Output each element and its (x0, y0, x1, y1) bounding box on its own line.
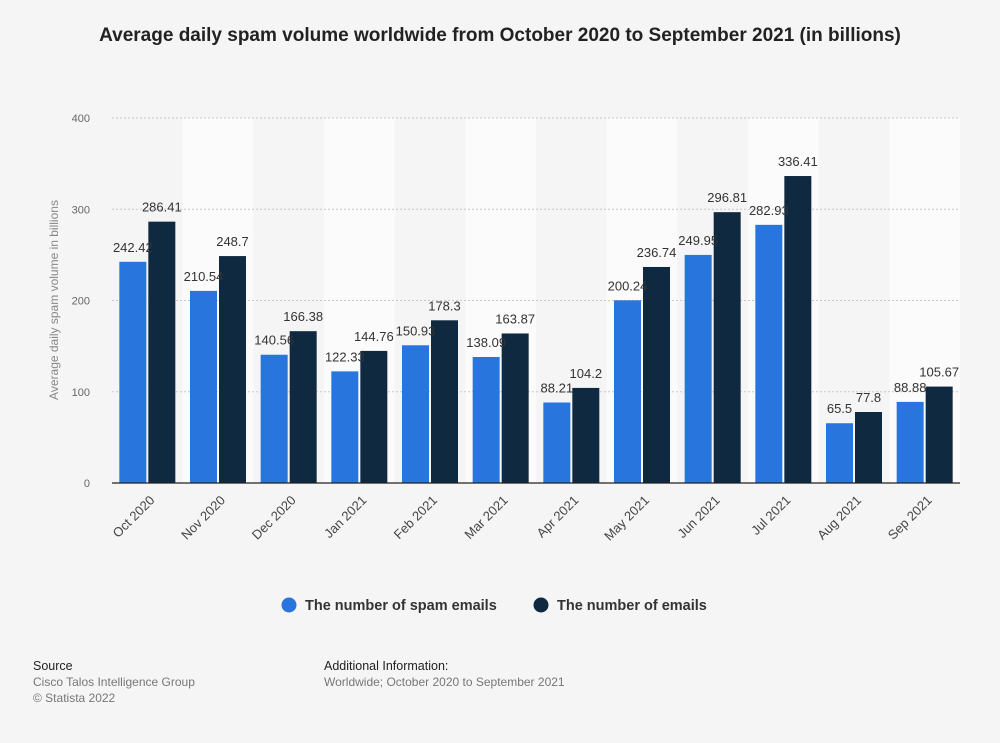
data-label-spam: 200.24 (608, 278, 648, 293)
data-label-emails: 104.2 (570, 366, 603, 381)
data-label-spam: 282.93 (749, 203, 789, 218)
info-heading: Additional Information: (324, 659, 449, 673)
data-label-emails: 163.87 (495, 311, 535, 326)
y-tick-label: 300 (72, 204, 90, 216)
gridlines (112, 117, 960, 393)
data-label-spam: 122.33 (325, 349, 365, 364)
bar-spam (190, 290, 217, 483)
legend: The number of spam emails The number of e… (281, 597, 707, 614)
y-tick-label: 200 (72, 296, 90, 308)
bar-emails (360, 350, 388, 483)
y-tick-label: 100 (72, 387, 90, 399)
bar-spam (402, 345, 429, 483)
data-label-spam: 140.56 (254, 333, 294, 348)
x-tick-label: Jan 2021 (321, 493, 369, 541)
x-tick-label: Oct 2020 (110, 493, 158, 541)
bar-spam (260, 354, 288, 483)
x-tick-label: Aug 2021 (814, 493, 864, 543)
copyright-line: © Statista 2022 (33, 691, 116, 705)
data-label-emails: 248.7 (216, 234, 249, 249)
x-tick-label: Feb 2021 (391, 493, 440, 542)
data-label-spam: 150.93 (396, 323, 436, 338)
y-axis: 0 100 200 300 400 (72, 113, 90, 490)
bar-emails (289, 331, 317, 483)
data-label-spam: 88.21 (541, 381, 574, 396)
bars (119, 176, 953, 484)
bar-spam (472, 356, 500, 483)
data-label-emails: 286.41 (142, 200, 182, 215)
x-tick-label: Jun 2021 (674, 493, 722, 541)
x-tick-label: Sep 2021 (885, 493, 935, 543)
x-tick-label: Jul 2021 (748, 493, 793, 538)
bar-spam (755, 224, 783, 484)
bar-emails (855, 412, 882, 483)
bar-spam (896, 401, 924, 483)
bar-emails (784, 176, 812, 483)
bar-emails (148, 221, 176, 483)
bar-emails (572, 387, 600, 483)
data-label-spam: 65.5 (827, 401, 852, 416)
data-label-emails: 336.41 (778, 154, 818, 169)
source-block: Source Cisco Talos Intelligence Group © … (33, 658, 195, 706)
x-axis: Oct 2020 Nov 2020 Dec 2020 Jan 2021 Feb 2021… (110, 493, 935, 544)
additional-info-block: Additional Information: Worldwide; Octob… (324, 658, 565, 690)
data-label-emails: 236.74 (637, 245, 677, 260)
bar-emails (431, 320, 458, 483)
info-line: Worldwide; October 2020 to September 202… (324, 675, 565, 689)
data-label-spam: 242.42 (113, 240, 153, 255)
legend-marker (533, 597, 549, 613)
chart-title: Average daily spam volume worldwide from… (99, 25, 901, 46)
bar-emails (713, 212, 741, 483)
bar-spam (331, 371, 359, 483)
legend-label: The number of spam emails (305, 598, 497, 614)
bar-emails (643, 266, 670, 483)
bar-emails (925, 386, 953, 483)
x-tick-label: May 2021 (601, 493, 652, 544)
y-tick-label: 400 (72, 113, 90, 125)
bar-spam (826, 423, 853, 483)
bar-spam (684, 254, 712, 483)
bar-emails (219, 256, 246, 483)
data-label-spam: 138.09 (466, 335, 506, 350)
x-tick-label: Nov 2020 (178, 493, 228, 543)
data-label-emails: 77.8 (856, 390, 881, 405)
source-heading: Source (33, 659, 73, 673)
data-label-spam: 210.54 (184, 269, 224, 284)
data-label-emails: 178.3 (428, 298, 461, 313)
legend-label: The number of emails (557, 598, 707, 614)
bar-spam (543, 402, 571, 483)
source-line: Cisco Talos Intelligence Group (33, 675, 195, 689)
bar-spam (614, 300, 641, 483)
data-label-emails: 105.67 (919, 365, 959, 380)
legend-marker (281, 597, 297, 613)
y-axis-label: Average daily spam volume in billions (47, 200, 61, 400)
y-tick-label: 0 (84, 478, 90, 490)
data-label-emails: 144.76 (354, 329, 394, 344)
x-tick-label: Mar 2021 (461, 493, 510, 542)
bar-spam (119, 261, 147, 483)
data-label-spam: 88.88 (894, 380, 927, 395)
bar-emails (501, 333, 529, 483)
x-tick-label: Dec 2020 (249, 493, 299, 543)
data-label-emails: 296.81 (707, 190, 747, 205)
x-tick-label: Apr 2021 (534, 493, 582, 541)
value-labels: 242.42 286.41 210.54 248.7 140.56 166.38 122.3… (113, 154, 959, 416)
data-label-emails: 166.38 (283, 309, 323, 324)
data-label-spam: 249.95 (678, 233, 718, 248)
